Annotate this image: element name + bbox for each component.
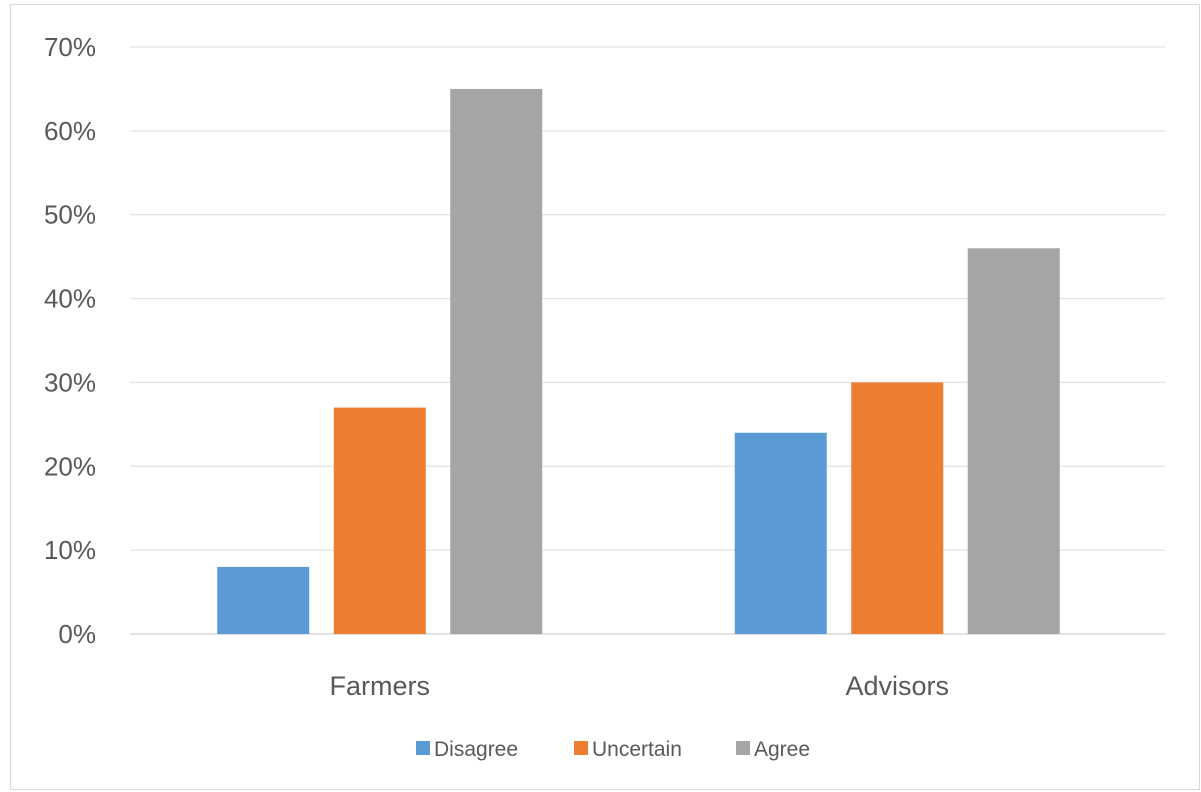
y-tick-label: 50%: [44, 200, 96, 230]
legend-label-uncertain: Uncertain: [592, 738, 682, 761]
bar-agree-advisors: [967, 248, 1060, 634]
bar-disagree-farmers: [217, 566, 310, 634]
bar-disagree-advisors: [734, 432, 827, 634]
legend-label-disagree: Disagree: [434, 738, 518, 761]
y-tick-label: 70%: [44, 32, 96, 62]
legend: Disagree Uncertain Agree: [416, 738, 810, 761]
legend-label-agree: Agree: [754, 738, 810, 761]
y-tick-label: 30%: [44, 367, 96, 397]
y-tick-label: 40%: [44, 284, 96, 314]
y-tick-label: 60%: [44, 116, 96, 146]
y-tick-label: 0%: [58, 619, 96, 649]
bar-agree-farmers: [450, 88, 543, 634]
bar-uncertain-advisors: [851, 382, 944, 634]
legend-swatch-uncertain: [574, 741, 588, 755]
y-axis-ticks: 0% 10% 20% 30% 40% 50% 60% 70%: [44, 32, 96, 649]
x-category-label: Advisors: [845, 671, 949, 701]
bar-uncertain-farmers: [333, 407, 426, 634]
legend-swatch-disagree: [416, 741, 430, 755]
x-category-label: Farmers: [330, 671, 431, 701]
legend-swatch-agree: [736, 741, 750, 755]
x-axis-categories: Farmers Advisors: [330, 671, 950, 701]
y-tick-label: 20%: [44, 451, 96, 481]
bars: [217, 88, 1060, 634]
y-tick-label: 10%: [44, 535, 96, 565]
